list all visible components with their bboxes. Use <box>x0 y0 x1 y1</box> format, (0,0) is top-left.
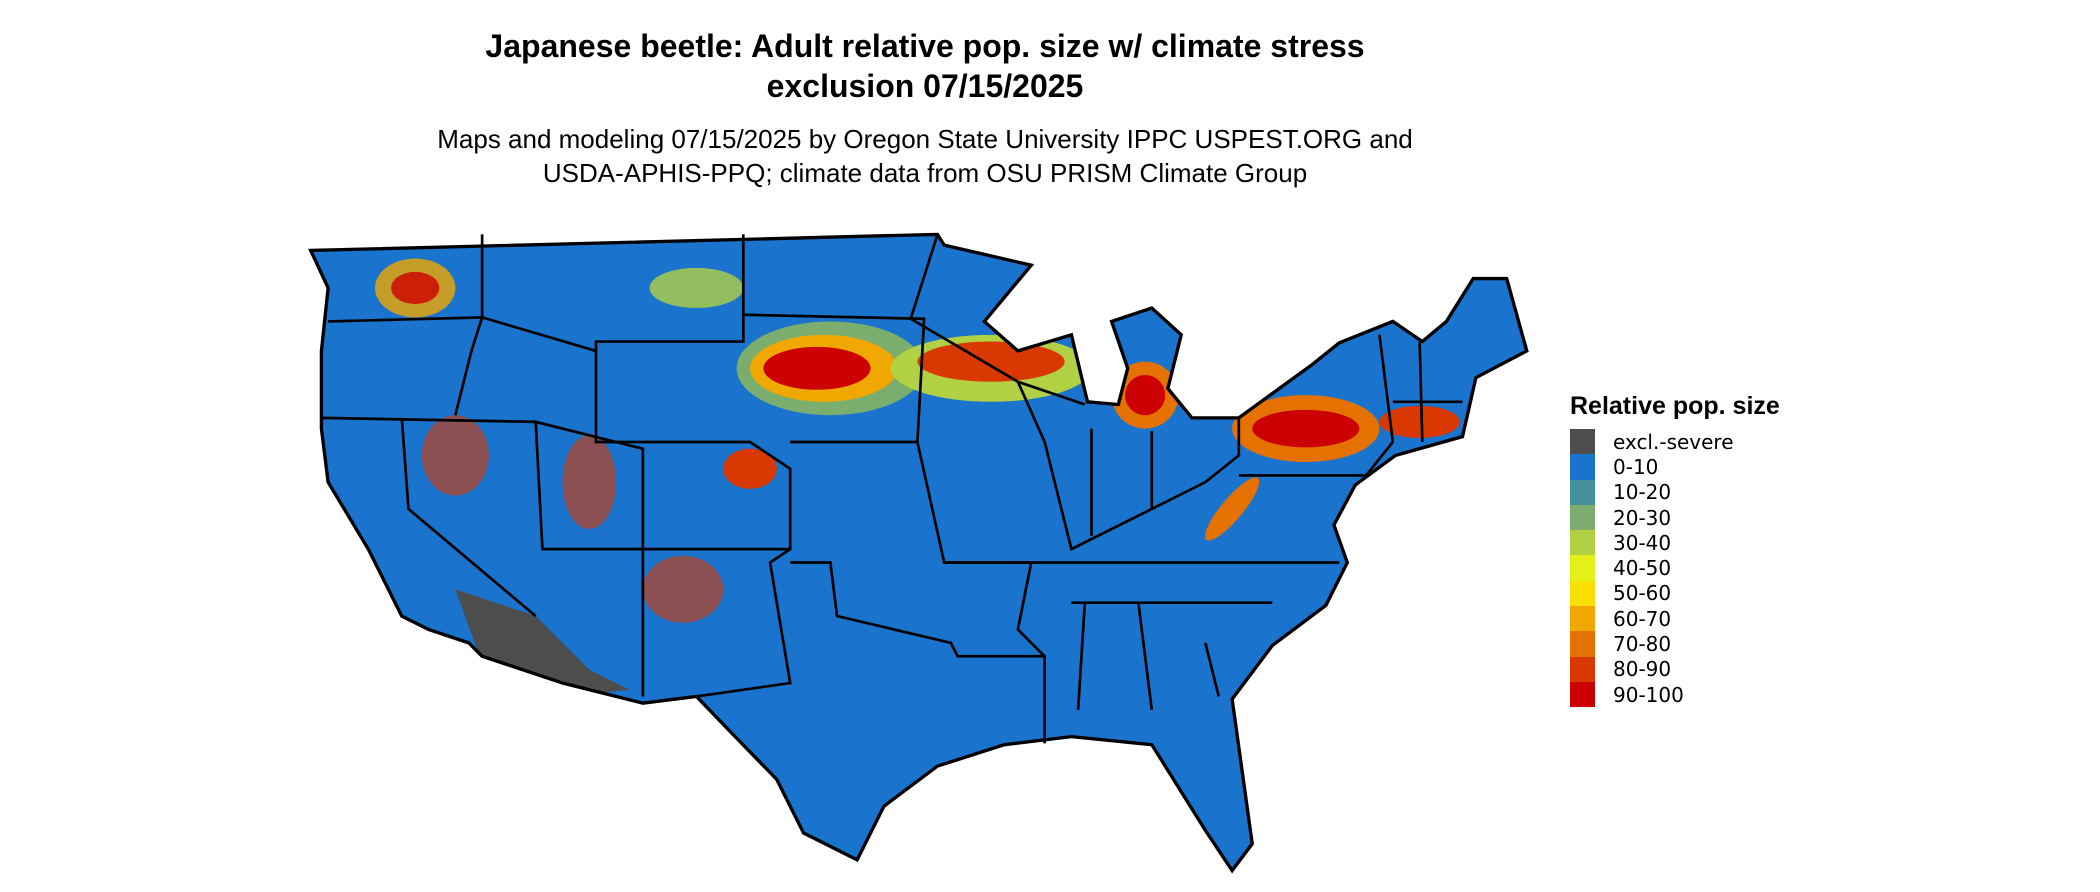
legend-swatch <box>1570 681 1595 708</box>
legend-item: 60-70 <box>1570 606 1780 632</box>
legend-swatch <box>1570 504 1595 531</box>
legend-swatch <box>1570 530 1595 556</box>
legend: Relative pop. size excl.-severe 0-10 10-20… <box>1570 392 1780 708</box>
legend-label: 90-100 <box>1613 682 1684 707</box>
legend-label: 40-50 <box>1613 556 1672 581</box>
state-borders <box>321 233 1463 744</box>
legend-item: 20-30 <box>1570 504 1780 531</box>
legend-item: 10-20 <box>1570 479 1780 505</box>
legend-title: Relative pop. size <box>1570 392 1780 420</box>
legend-swatch <box>1570 580 1595 607</box>
legend-item: 90-100 <box>1570 681 1780 708</box>
legend-label: 20-30 <box>1613 505 1672 530</box>
legend-label: 0-10 <box>1613 454 1659 479</box>
legend-item: excl.-severe <box>1570 429 1780 455</box>
legend-label: 30-40 <box>1613 530 1672 555</box>
legend-swatch <box>1570 429 1595 455</box>
map-title-line2: exclusion 07/15/2025 <box>766 68 1084 104</box>
legend-item: 30-40 <box>1570 530 1780 556</box>
map-title-line1: Japanese beetle: Adult relative pop. siz… <box>485 28 1365 64</box>
legend-swatch <box>1570 631 1595 657</box>
subtitle-line2: USDA-APHIS-PPQ; climate data from OSU PR… <box>542 158 1308 188</box>
legend-swatch <box>1570 479 1595 505</box>
subtitle-line1: Maps and modeling 07/15/2025 by Oregon S… <box>437 124 1413 154</box>
legend-label: 10-20 <box>1613 480 1672 505</box>
legend-swatch <box>1570 656 1595 682</box>
legend-label: 60-70 <box>1613 606 1672 631</box>
legend-label: excl.-severe <box>1613 429 1734 454</box>
legend-label: 70-80 <box>1613 632 1672 657</box>
legend-swatch <box>1570 606 1595 632</box>
legend-label: 50-60 <box>1613 581 1672 606</box>
legend-item: 0-10 <box>1570 454 1780 480</box>
legend-item: 70-80 <box>1570 631 1780 657</box>
legend-swatch <box>1570 555 1595 581</box>
legend-items: excl.-severe 0-10 10-20 20-30 30-40 40-50 50-6… <box>1570 429 1780 708</box>
legend-item: 50-60 <box>1570 580 1780 607</box>
legend-item: 40-50 <box>1570 555 1780 581</box>
legend-label: 80-90 <box>1613 657 1672 682</box>
legend-item: 80-90 <box>1570 656 1780 682</box>
legend-swatch <box>1570 454 1595 480</box>
